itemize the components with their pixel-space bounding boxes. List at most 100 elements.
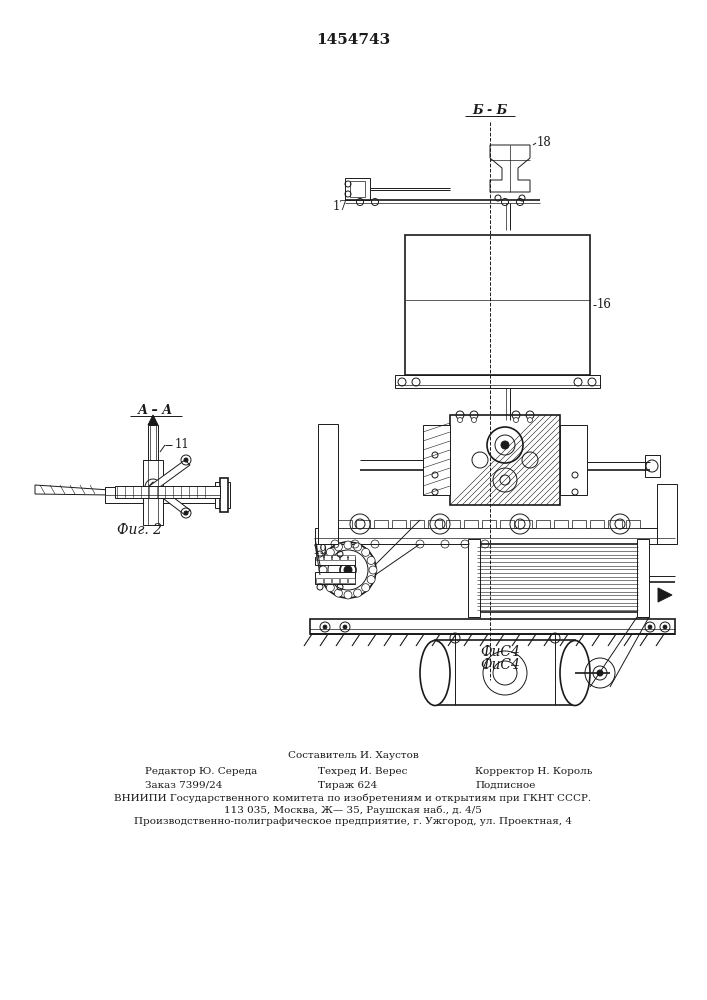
Text: 16: 16	[597, 298, 612, 312]
Bar	[482, 520, 496, 528]
Bar	[320, 520, 334, 528]
Text: 17: 17	[332, 200, 347, 214]
Circle shape	[319, 566, 327, 574]
Circle shape	[354, 589, 361, 597]
Text: 18: 18	[537, 135, 551, 148]
Text: Подписное: Подписное	[475, 780, 535, 790]
Circle shape	[344, 541, 352, 549]
Bar	[324, 578, 331, 583]
Bar	[572, 520, 586, 528]
Bar	[215, 482, 230, 508]
Polygon shape	[35, 485, 110, 495]
Circle shape	[334, 543, 342, 551]
Bar	[395, 375, 600, 388]
Bar	[374, 520, 388, 528]
Polygon shape	[148, 415, 158, 425]
Text: Б - Б: Б - Б	[472, 104, 508, 116]
Circle shape	[367, 556, 375, 564]
Circle shape	[327, 584, 334, 592]
Circle shape	[362, 584, 370, 592]
Circle shape	[343, 625, 347, 629]
Text: 11: 11	[175, 438, 189, 452]
Bar	[450, 415, 560, 505]
Bar	[310, 619, 675, 634]
Bar	[350, 181, 365, 197]
Ellipse shape	[420, 641, 450, 706]
Bar	[645, 455, 660, 477]
Bar	[143, 460, 163, 525]
Circle shape	[340, 562, 356, 578]
Circle shape	[472, 418, 477, 422]
Text: Корректор Н. Король: Корректор Н. Король	[475, 768, 592, 776]
Bar	[392, 520, 406, 528]
Text: Составитель И. Хаустов: Составитель И. Хаустов	[288, 750, 419, 760]
Bar	[626, 520, 640, 528]
Bar	[316, 555, 323, 560]
Circle shape	[527, 418, 532, 422]
Text: ФиС4: ФиС4	[480, 658, 520, 672]
Bar	[148, 425, 158, 460]
Bar	[324, 555, 331, 560]
Bar	[536, 520, 550, 528]
Bar	[348, 555, 355, 560]
Bar	[410, 520, 424, 528]
Circle shape	[321, 576, 329, 584]
Polygon shape	[148, 482, 190, 515]
Text: 19: 19	[312, 544, 327, 556]
Text: Заказ 7399/24: Заказ 7399/24	[145, 780, 223, 790]
Circle shape	[150, 484, 156, 490]
Text: А – А: А – А	[137, 403, 173, 416]
Bar	[518, 520, 532, 528]
Bar	[115, 486, 220, 498]
Text: Редактор Ю. Середа: Редактор Ю. Середа	[145, 768, 257, 776]
Bar	[637, 539, 649, 617]
Bar	[554, 520, 568, 528]
Bar	[446, 520, 460, 528]
Bar	[348, 578, 355, 583]
Circle shape	[513, 418, 518, 422]
Text: 1454743: 1454743	[316, 33, 390, 47]
Text: ВНИИПИ Государственного комитета по изобретениям и открытиям при ГКНТ СССР.: ВНИИПИ Государственного комитета по изоб…	[115, 793, 592, 803]
Bar	[318, 424, 338, 544]
Bar	[340, 578, 347, 583]
Circle shape	[184, 458, 188, 462]
Circle shape	[367, 576, 375, 584]
Ellipse shape	[560, 641, 590, 706]
Circle shape	[648, 625, 652, 629]
Text: ФиС4: ФиС4	[480, 645, 520, 659]
Bar	[608, 520, 622, 528]
Bar	[316, 578, 323, 583]
Text: Производственно-полиграфическое предприятие, г. Ужгород, ул. Проектная, 4: Производственно-полиграфическое предприя…	[134, 818, 572, 826]
Bar	[560, 425, 587, 495]
Bar	[590, 520, 604, 528]
Circle shape	[344, 591, 352, 599]
Bar	[340, 555, 347, 560]
Bar	[315, 528, 675, 544]
Bar	[315, 557, 355, 565]
Bar	[657, 484, 677, 544]
Circle shape	[362, 548, 370, 556]
Bar	[345, 178, 370, 200]
Circle shape	[184, 511, 188, 515]
Circle shape	[597, 670, 603, 676]
Text: Тираж 624: Тираж 624	[318, 780, 378, 790]
Bar	[435, 640, 575, 705]
Bar	[332, 555, 339, 560]
Circle shape	[327, 548, 334, 556]
Bar	[464, 520, 478, 528]
Text: 113 035, Москва, Ж— 35, Раушская наб., д. 4/5: 113 035, Москва, Ж— 35, Раушская наб., д…	[224, 805, 482, 815]
Circle shape	[369, 566, 377, 574]
Bar	[428, 520, 442, 528]
Circle shape	[323, 625, 327, 629]
Circle shape	[501, 441, 509, 449]
Circle shape	[354, 543, 361, 551]
Bar	[468, 539, 480, 617]
Circle shape	[321, 556, 329, 564]
Bar	[475, 544, 640, 612]
Circle shape	[334, 589, 342, 597]
Bar	[500, 520, 514, 528]
Text: Фиг. 2: Фиг. 2	[117, 523, 163, 537]
Circle shape	[457, 418, 462, 422]
Bar	[338, 520, 352, 528]
Polygon shape	[658, 588, 672, 602]
